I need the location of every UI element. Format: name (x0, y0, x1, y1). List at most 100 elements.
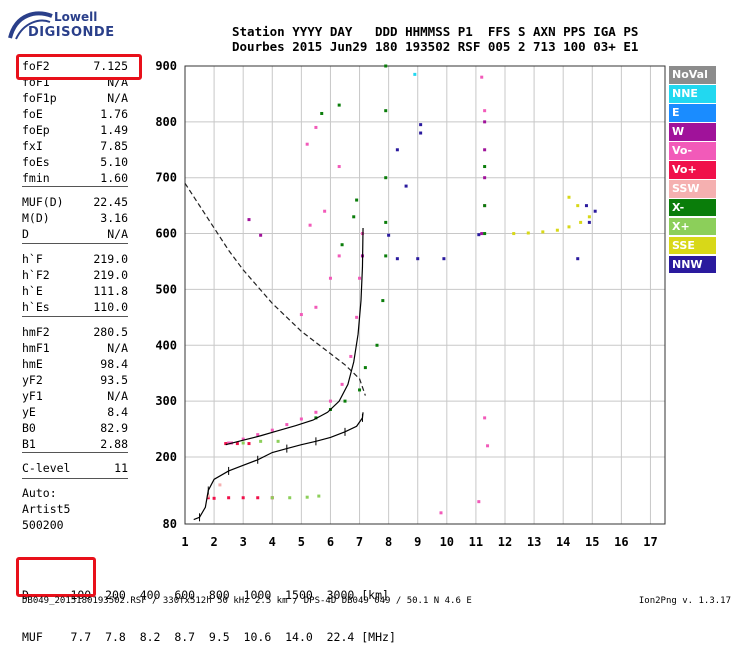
data-point-vo- (224, 442, 228, 446)
legend-item-nne: NNE (669, 84, 716, 103)
param-label: yF2 (22, 373, 43, 387)
data-point-nne (413, 72, 417, 76)
data-point-sse (512, 232, 516, 236)
y-tick-label: 200 (155, 450, 177, 464)
fof2-highlight-box (16, 54, 142, 80)
param-row-h-e: h`E 111.8 (22, 283, 130, 299)
param-label: h`F2 (22, 268, 50, 282)
param-row-foep: foEp 1.49 (22, 122, 130, 138)
param-value: 1.76 (100, 107, 128, 121)
param-row-b1: B1 2.88 (22, 436, 130, 452)
station-header-labels: Station YYYY DAY DDD HHMMSS P1 FFS S AXN… (232, 24, 639, 39)
data-point-x- (337, 103, 341, 107)
footer-version: Ion2Png v. 1.3.17 (638, 596, 731, 606)
y-tick-label: 800 (155, 115, 177, 129)
data-point-sse (526, 231, 530, 235)
param-label: hmE (22, 357, 43, 371)
param-value: 82.9 (100, 421, 128, 435)
data-point-vo- (256, 433, 260, 437)
data-point-vo- (314, 305, 318, 309)
data-point-vo- (227, 496, 231, 500)
auto-line3: 500200 (22, 518, 64, 532)
param-row-fof1p: foF1p N/A (22, 90, 130, 106)
data-point-nnw (584, 204, 588, 208)
plot-frame (184, 65, 666, 525)
param-value: 219.0 (93, 252, 128, 266)
data-point-vo- (480, 75, 484, 79)
muf-dashed-curve (184, 182, 366, 396)
data-point-vo- (483, 416, 487, 420)
data-point-vo- (256, 496, 260, 500)
param-label: h`E (22, 284, 43, 298)
data-point-w (259, 233, 263, 237)
param-value: N/A (107, 341, 128, 355)
param-separator (22, 186, 128, 187)
data-point-x- (241, 441, 245, 445)
param-value: 7.125 (93, 59, 128, 73)
param-value: 280.5 (93, 325, 128, 339)
x-tick-label: 6 (327, 535, 334, 549)
data-point-nnw (576, 257, 580, 261)
x-tick-label: 7 (356, 535, 363, 549)
data-point-vo- (477, 500, 481, 504)
data-point-vo- (483, 109, 487, 113)
data-point-sse (541, 230, 545, 234)
data-point-nnw (419, 131, 423, 135)
y-tick-label: 600 (155, 227, 177, 241)
data-point-nnw (477, 233, 481, 237)
trace-curve (225, 227, 364, 446)
data-point-vo- (235, 442, 239, 446)
param-row-ye: yE 8.4 (22, 404, 130, 420)
param-value: N/A (107, 91, 128, 105)
y-tick-label: 700 (155, 171, 177, 185)
param-value: 2.88 (100, 437, 128, 451)
param-value: 5.10 (100, 155, 128, 169)
data-point-sse (567, 225, 571, 229)
param-row-fxi: fxI 7.85 (22, 138, 130, 154)
data-point-vo- (299, 417, 303, 421)
data-point-vo- (340, 382, 344, 386)
param-row-hmf2: hmF2 280.5 (22, 324, 130, 340)
x-tick-label: 14 (556, 535, 570, 549)
data-point-nnw (416, 257, 420, 261)
data-point-x- (483, 204, 487, 208)
param-value: 219.0 (93, 268, 128, 282)
y-tick-label: 500 (155, 282, 177, 296)
data-point-sse (587, 215, 591, 219)
param-label: B1 (22, 437, 36, 451)
data-point-w (483, 120, 487, 124)
data-point-x- (384, 109, 388, 113)
data-point-x- (343, 399, 347, 403)
logo-line2: DIGISONDE (28, 25, 115, 40)
data-point-vo- (206, 496, 210, 500)
data-point-x- (259, 439, 263, 443)
data-point-nnw (404, 184, 408, 188)
data-point-vo- (355, 315, 359, 319)
legend-item-nnw: NNW (669, 255, 716, 274)
data-point-w (247, 218, 251, 222)
legend-item-noval: NoVal (669, 66, 716, 84)
param-value: 3.16 (100, 211, 128, 225)
data-point-nnw (419, 123, 423, 127)
param-row-h-f2: h`F2 219.0 (22, 267, 130, 283)
footer-file-info: DB049_2015180193502.RSF / 330fx512h 50 k… (22, 596, 472, 606)
data-point-x- (358, 388, 362, 392)
muf-highlight-box (16, 557, 96, 597)
param-row-m-d-: M(D) 3.16 (22, 210, 130, 226)
param-separator (22, 243, 128, 244)
x-tick-label: 17 (643, 535, 657, 549)
data-point-x- (270, 496, 274, 500)
param-label: fxI (22, 139, 43, 153)
data-point-x- (384, 220, 388, 224)
param-row-foes: foEs 5.10 (22, 154, 130, 170)
data-point-x- (384, 254, 388, 258)
data-point-vo- (299, 313, 303, 317)
legend-item-vo-: Vo- (669, 141, 716, 160)
param-row-fof2: foF2 7.125 (22, 58, 130, 74)
x-tick-label: 4 (269, 535, 276, 549)
data-point-x- (317, 494, 321, 498)
data-point-nnw (587, 220, 591, 224)
param-value: 8.4 (107, 405, 128, 419)
legend-item-x-: X- (669, 198, 716, 217)
data-point-x- (363, 366, 367, 370)
